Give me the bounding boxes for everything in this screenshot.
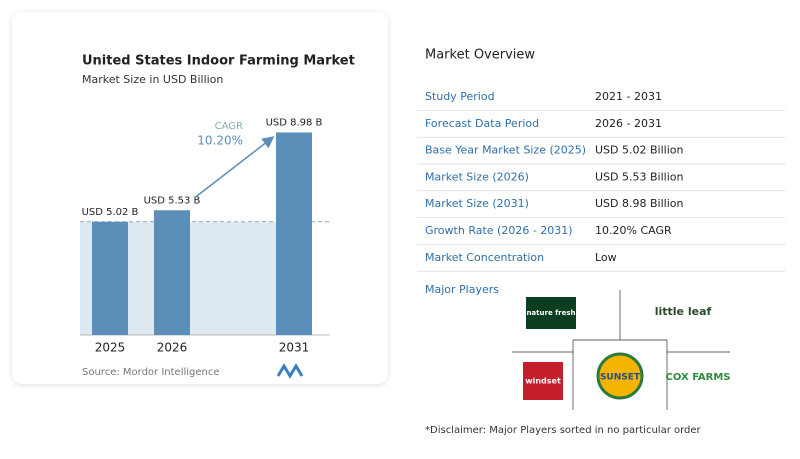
row-value: 2021 - 2031	[595, 90, 662, 103]
value-label: USD 8.98 B	[266, 117, 323, 128]
value-label: USD 5.53 B	[144, 195, 201, 206]
row-label: Market Size (2026)	[425, 170, 529, 183]
player-name: little leaf	[655, 305, 712, 318]
overview-title: Market Overview	[425, 48, 535, 63]
source: Source: Mordor Intelligence	[82, 367, 220, 378]
x-tick-label: 2031	[279, 341, 310, 355]
row-label: Market Size (2031)	[425, 197, 529, 210]
row-value: USD 8.98 Billion	[595, 197, 683, 210]
row-label: Market Concentration	[425, 251, 544, 264]
cagr-arrow	[193, 136, 275, 199]
row-value: 2026 - 2031	[595, 117, 662, 130]
brand-logo	[276, 363, 304, 379]
players-grid	[512, 290, 730, 410]
row-value: USD 5.53 Billion	[595, 170, 683, 183]
value-label: USD 5.02 B	[82, 207, 139, 218]
disclaimer: *Disclaimer: Major Players sorted in no …	[425, 425, 702, 436]
cagr-label: CAGR	[215, 121, 243, 132]
row-value: Low	[595, 251, 617, 264]
row-label: Study Period	[425, 90, 495, 103]
players-title: Major Players	[425, 283, 499, 296]
bar	[276, 132, 312, 335]
cagr-value: 10.20%	[197, 134, 243, 148]
row-label: Base Year Market Size (2025)	[425, 144, 586, 157]
player-name: windset	[525, 377, 561, 386]
row-label: Growth Rate (2026 - 2031)	[425, 224, 573, 237]
bar	[92, 221, 128, 335]
chart-title: United States Indoor Farming Market	[82, 54, 355, 69]
row-label: Forecast Data Period	[425, 117, 539, 130]
player-name: COX FARMS	[666, 372, 731, 383]
logo	[526, 297, 576, 329]
player-name: nature fresh	[526, 309, 575, 317]
x-tick-label: 2025	[95, 341, 126, 355]
x-tick-label: 2026	[157, 341, 188, 355]
chart-subtitle: Market Size in USD Billion	[82, 73, 223, 86]
logo	[523, 362, 563, 400]
row-value: 10.20% CAGR	[595, 224, 672, 237]
player-name: SUNSET	[600, 373, 641, 383]
row-value: USD 5.02 Billion	[595, 144, 683, 157]
logo	[596, 352, 644, 400]
bar	[154, 210, 190, 335]
